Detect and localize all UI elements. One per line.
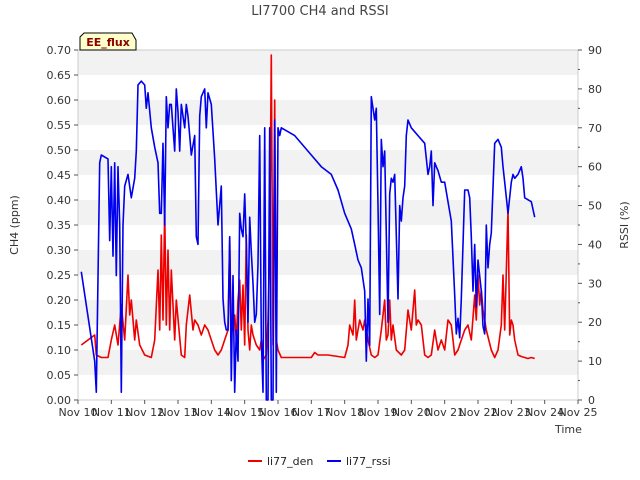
y-right-tick-label: 20 [588, 316, 602, 329]
badge-box [79, 32, 137, 51]
x-tick-label: Nov 15 [225, 406, 264, 419]
x-tick-label: Nov 25 [559, 406, 598, 419]
grid-band [78, 325, 578, 350]
y-axis-right-title: RSSI (%) [618, 201, 631, 248]
y-right-tick-label: 50 [588, 200, 602, 213]
x-tick-label: Nov 14 [192, 406, 231, 419]
y-left-tick-label: 0.55 [47, 119, 72, 132]
x-tick-label: Nov 11 [92, 406, 131, 419]
x-tick-label: Nov 21 [425, 406, 464, 419]
y-left-tick-label: 0.70 [47, 44, 72, 57]
x-tick-label: Nov 18 [325, 406, 364, 419]
y-axis-left: 0.00 0.05 0.10 0.15 0.20 0.25 0.30 0.35 0.40 0.45… [47, 44, 78, 407]
y-right-tick-label: 70 [588, 122, 602, 135]
y-left-tick-label: 0.40 [47, 194, 72, 207]
legend: li77_den li77_rssi [248, 455, 391, 468]
grid-band [78, 300, 578, 325]
x-tick-label: Nov 19 [359, 406, 398, 419]
y-left-tick-label: 0.10 [47, 344, 72, 357]
grid-band [78, 225, 578, 250]
grid-band [78, 100, 578, 125]
series-layer [80, 54, 536, 401]
y-right-tick-label: 10 [588, 355, 602, 368]
y-left-tick-label: 0.20 [47, 294, 72, 307]
series-line-li77-den [80, 54, 535, 361]
y-right-tick-label: 60 [588, 161, 602, 174]
x-tick-label: Nov 24 [525, 406, 564, 419]
x-tick-label: Nov 23 [492, 406, 531, 419]
y-axis-left-title: CH4 (ppm) [8, 195, 21, 255]
x-tick-label: Nov 16 [259, 406, 298, 419]
y-right-tick-label: 80 [588, 83, 602, 96]
grid-band [78, 75, 578, 100]
y-right-tick-label: 0 [588, 394, 595, 407]
x-tick-label: Nov 10 [59, 406, 98, 419]
grid-band [78, 175, 578, 200]
x-tick-label: Nov 13 [159, 406, 198, 419]
y-left-tick-label: 0.35 [47, 219, 72, 232]
badge-label: EE_flux [86, 36, 130, 49]
grid-band [78, 350, 578, 375]
legend-label-li77-den: li77_den [267, 455, 313, 468]
chart-title: LI7700 CH4 and RSSI [251, 4, 389, 19]
y-right-tick-label: 40 [588, 238, 602, 251]
y-left-tick-label: 0.60 [47, 94, 72, 107]
grid-band [78, 375, 578, 400]
x-tick-label: Nov 22 [459, 406, 498, 419]
grid-band [78, 200, 578, 225]
y-left-tick-label: 0.50 [47, 144, 72, 157]
y-left-tick-label: 0.05 [47, 369, 72, 382]
series-line-li77-rssi [80, 80, 536, 401]
y-left-tick-label: 0.65 [47, 69, 72, 82]
y-left-tick-label: 0.30 [47, 244, 72, 257]
x-tick-label: Nov 17 [292, 406, 331, 419]
x-axis-title: Time [554, 423, 582, 436]
legend-label-li77-rssi: li77_rssi [346, 455, 391, 468]
y-left-tick-label: 0.00 [47, 394, 72, 407]
x-tick-label: Nov 12 [125, 406, 164, 419]
y-left-tick-label: 0.25 [47, 269, 72, 282]
ee-flux-badge: EE_flux [79, 32, 137, 51]
y-axis-right: 0 10 20 30 40 50 60 70 80 90 [578, 44, 602, 407]
y-right-tick-label: 90 [588, 44, 602, 57]
grid-band [78, 250, 578, 275]
y-left-tick-label: 0.45 [47, 169, 72, 182]
y-right-tick-label: 30 [588, 277, 602, 290]
x-tick-label: Nov 20 [392, 406, 431, 419]
grid-band [78, 50, 578, 75]
y-left-tick-label: 0.15 [47, 319, 72, 332]
